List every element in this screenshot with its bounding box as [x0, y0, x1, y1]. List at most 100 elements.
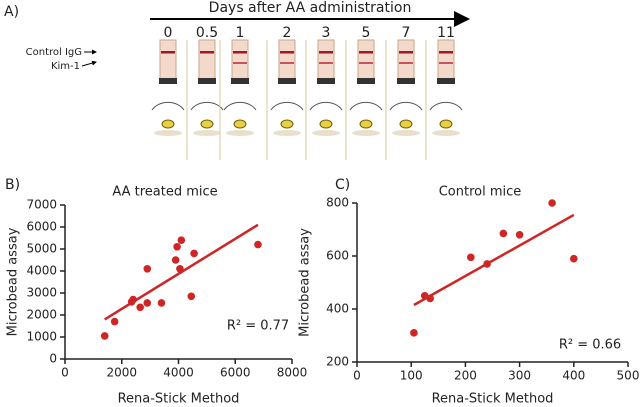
bead — [161, 119, 175, 129]
control-band — [439, 51, 453, 54]
y-tick-label: 5000 — [26, 242, 57, 256]
point — [499, 229, 508, 238]
x-tick-label: 6000 — [220, 366, 251, 380]
shadow — [226, 130, 254, 136]
point — [143, 265, 152, 273]
well — [270, 101, 304, 111]
point — [187, 292, 196, 301]
strip-cap — [437, 78, 455, 84]
point — [100, 332, 109, 340]
control-band — [319, 51, 333, 54]
well — [309, 101, 343, 111]
x-axis-label: Rena-Stick Method — [118, 392, 240, 407]
bead — [359, 119, 373, 129]
strip-cap — [278, 78, 296, 84]
panel-label: B) — [5, 177, 20, 193]
kim-band — [359, 62, 373, 64]
point — [483, 260, 491, 268]
strip — [397, 39, 415, 83]
control-band — [359, 51, 373, 54]
x-tick-label: 2000 — [106, 366, 137, 380]
shadow — [193, 130, 221, 136]
annotation: R² = 0.77 — [227, 319, 289, 334]
chart-title: Control mice — [439, 185, 522, 200]
day-label: 1 — [236, 25, 245, 41]
y-tick-label: 2000 — [26, 308, 57, 322]
point — [143, 299, 152, 307]
y-tick-label: 6000 — [26, 220, 57, 234]
panel-label: C) — [335, 177, 350, 193]
y-tick-label: 1000 — [26, 330, 57, 344]
x-tick-label: 400 — [562, 369, 585, 383]
bead — [399, 119, 413, 129]
well — [429, 101, 463, 111]
x-tick-label: 100 — [400, 369, 423, 383]
shadow — [312, 130, 340, 136]
well — [151, 101, 185, 111]
point — [177, 236, 186, 244]
day-label: 0 — [164, 25, 173, 41]
point — [467, 253, 475, 262]
y-axis-label: Microbead assay — [6, 227, 21, 336]
day-label: 11 — [437, 25, 455, 41]
strip-cap — [357, 78, 375, 84]
control-band — [280, 51, 294, 54]
point — [110, 317, 119, 326]
y-tick-label: 4000 — [26, 264, 57, 278]
control-band — [200, 51, 214, 54]
day-label: 5 — [362, 25, 371, 41]
shadow — [154, 130, 182, 136]
y-tick-label: 600 — [326, 249, 349, 263]
control-band — [399, 51, 413, 54]
control-band — [161, 51, 175, 54]
strip — [278, 39, 296, 83]
y-tick-label: 800 — [326, 196, 349, 210]
panel-label: A) — [4, 4, 19, 20]
bead — [233, 119, 247, 129]
fit-line — [413, 213, 575, 307]
strip-cap — [317, 78, 335, 84]
x-tick-label: 500 — [617, 369, 640, 383]
chart-title: AA treated mice — [112, 185, 217, 200]
day-label: 2 — [283, 25, 292, 41]
well — [223, 101, 257, 111]
band-label: Control IgG — [26, 47, 82, 58]
x-tick-label: 200 — [454, 369, 477, 383]
point — [173, 243, 181, 251]
well — [190, 101, 224, 111]
point — [548, 199, 556, 207]
bead — [280, 119, 294, 129]
strip — [317, 39, 335, 83]
y-axis-label: Microbead assay — [298, 228, 313, 337]
strip-photos — [151, 39, 463, 160]
x-tick-label: 4000 — [163, 366, 194, 380]
shadow — [273, 130, 301, 136]
strip-cap — [231, 78, 249, 84]
y-tick-label: 7000 — [26, 198, 57, 212]
kim-band — [439, 62, 453, 64]
shadow — [432, 130, 460, 136]
point — [570, 254, 578, 263]
kim-band — [319, 62, 333, 64]
control-band — [233, 51, 247, 54]
kim-band — [280, 62, 294, 64]
day-label: 0.5 — [196, 25, 218, 41]
x-tick-label: 0 — [353, 369, 361, 383]
strip-cap — [159, 78, 177, 84]
point — [190, 249, 198, 258]
day-label: 3 — [322, 25, 331, 41]
point — [515, 231, 524, 239]
point — [136, 303, 144, 312]
y-tick-label: 0 — [49, 352, 57, 366]
panel-a-title: Days after AA administration — [209, 0, 412, 16]
bead — [439, 119, 453, 129]
x-tick-label: 300 — [508, 369, 531, 383]
well — [349, 101, 383, 111]
strip-cap — [397, 78, 415, 84]
kim-band — [233, 62, 247, 64]
day-label: 7 — [402, 25, 411, 41]
strip — [357, 39, 375, 83]
point — [410, 329, 418, 337]
y-tick-label: 200 — [326, 355, 349, 369]
